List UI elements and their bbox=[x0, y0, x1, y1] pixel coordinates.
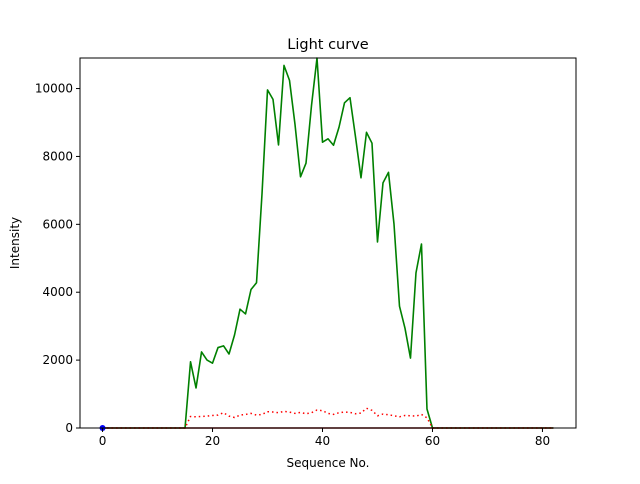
chart-title: Light curve bbox=[287, 37, 369, 53]
series-1-dotted-line bbox=[102, 407, 554, 429]
y-tick-label: 4000 bbox=[42, 285, 73, 299]
x-axis-ticks: 0 20 40 60 80 bbox=[99, 428, 550, 448]
x-tick-label: 60 bbox=[425, 434, 440, 448]
x-tick-label: 40 bbox=[315, 434, 330, 448]
y-tick-label: 6000 bbox=[42, 217, 73, 231]
x-tick-label: 0 bbox=[99, 434, 107, 448]
x-axis-label: Sequence No. bbox=[287, 456, 370, 470]
y-axis-label: Intensity bbox=[8, 217, 22, 269]
y-tick-label: 10000 bbox=[35, 82, 73, 96]
x-tick-label: 80 bbox=[535, 434, 550, 448]
plot-frame bbox=[79, 57, 577, 429]
plot-area bbox=[80, 58, 576, 428]
x-tick-label: 20 bbox=[205, 434, 220, 448]
y-tick-label: 8000 bbox=[42, 149, 73, 163]
series-0-solid-line bbox=[102, 57, 554, 429]
y-axis-ticks: 0 2000 4000 6000 8000 10000 bbox=[35, 82, 80, 435]
y-tick-label: 2000 bbox=[42, 353, 73, 367]
y-tick-label: 0 bbox=[65, 421, 73, 435]
